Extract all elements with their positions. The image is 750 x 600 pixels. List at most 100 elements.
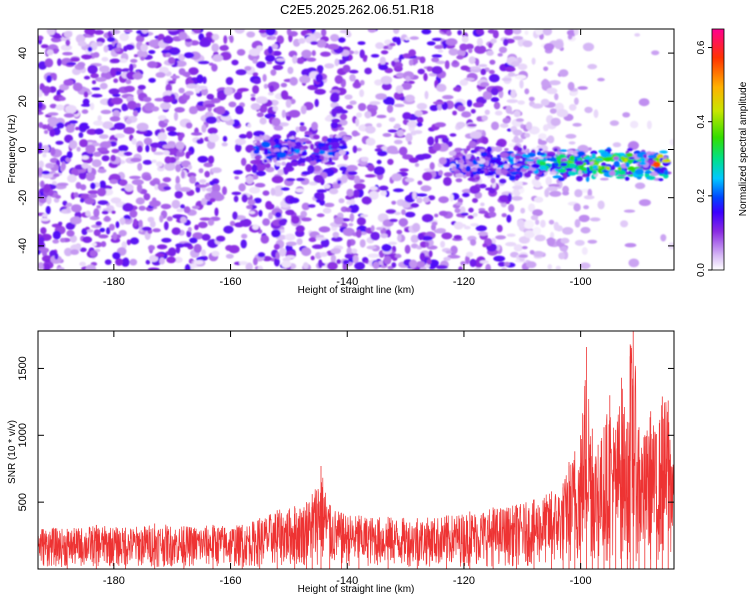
heatmap-signal-blob	[269, 141, 276, 147]
heatmap-signal-blob	[338, 149, 346, 156]
heatmap-noise-blob	[252, 58, 258, 64]
heatmap-noise-blob	[270, 69, 277, 76]
heatmap-noise-blob	[554, 93, 559, 101]
heatmap-signal-blob	[613, 156, 620, 161]
heatmap-signal-blob	[640, 157, 646, 163]
heatmap-noise-blob	[160, 203, 172, 210]
heatmap-noise-blob	[59, 237, 66, 243]
heatmap-noise-blob	[292, 55, 298, 64]
heatmap-noise-blob	[306, 57, 317, 62]
heatmap-signal-blob	[568, 171, 577, 176]
heatmap-noise-blob	[109, 58, 121, 64]
heatmap-signal-blob	[455, 169, 460, 173]
heatmap-noise-blob	[342, 64, 351, 73]
heatmap-noise-blob	[481, 115, 488, 121]
heatmap-noise-blob	[558, 69, 569, 77]
heatmap-signal-blob	[287, 140, 292, 145]
heatmap-signal-blob	[644, 170, 653, 174]
heatmap-noise-blob	[38, 111, 44, 115]
heatmap-noise-blob	[299, 75, 311, 84]
heatmap-signal-blob	[592, 165, 598, 170]
heatmap-noise-blob	[69, 140, 78, 150]
heatmap-signal-blob	[265, 163, 271, 169]
heatmap-noise-blob	[463, 225, 471, 230]
heatmap-noise-blob	[389, 218, 398, 223]
heatmap-noise-blob	[541, 79, 550, 88]
heatmap-noise-blob	[409, 36, 419, 40]
heatmap-noise-blob	[256, 61, 266, 69]
heatmap-noise-blob	[42, 250, 48, 257]
heatmap-noise-blob	[510, 89, 517, 99]
heatmap-signal-blob	[647, 154, 656, 159]
heatmap-noise-blob	[490, 97, 500, 103]
heatmap-noise-blob	[49, 119, 58, 127]
heatmap-noise-blob	[394, 211, 402, 216]
heatmap-noise-blob	[369, 101, 381, 106]
heatmap-noise-blob	[379, 56, 386, 65]
snr-x-tick-label: -180	[103, 575, 125, 587]
heatmap-noise-blob	[258, 209, 263, 217]
heatmap-noise-blob	[215, 235, 226, 242]
heatmap-noise-blob	[114, 133, 125, 139]
heatmap-noise-blob	[319, 192, 325, 202]
heatmap-noise-blob	[238, 261, 248, 266]
heatmap-noise-blob	[224, 86, 233, 96]
heatmap-noise-blob	[87, 190, 99, 195]
heatmap-signal-blob	[323, 156, 328, 161]
heatmap-noise-blob	[78, 132, 84, 138]
heatmap-signal-blob	[510, 153, 515, 158]
heatmap-noise-blob	[394, 123, 401, 129]
heatmap-signal-blob	[558, 149, 568, 152]
heatmap-noise-blob	[77, 41, 87, 47]
heatmap-noise-blob	[393, 29, 400, 34]
heatmap-noise-blob	[201, 124, 207, 133]
heatmap-noise-blob	[155, 161, 163, 167]
heatmap-signal-blob	[506, 174, 512, 177]
heatmap-noise-blob	[109, 179, 119, 185]
heatmap-noise-blob	[50, 147, 56, 156]
heatmap-signal-blob	[309, 159, 317, 166]
heatmap-noise-blob	[506, 99, 519, 104]
heatmap-noise-blob	[245, 262, 253, 270]
heatmap-noise-blob	[43, 183, 51, 193]
heatmap-noise-blob	[398, 218, 409, 227]
heatmap-signal-blob	[580, 167, 588, 171]
heatmap-noise-blob	[304, 131, 313, 136]
heatmap-noise-blob	[409, 259, 418, 269]
heatmap-noise-blob	[205, 116, 217, 124]
heatmap-noise-blob	[238, 134, 247, 139]
heatmap-noise-blob	[311, 50, 316, 57]
heatmap-signal-blob	[486, 146, 492, 153]
heatmap-noise-blob	[381, 82, 392, 91]
heatmap-noise-blob	[223, 35, 228, 44]
heatmap-noise-blob	[136, 145, 143, 153]
heatmap-noise-blob	[136, 122, 149, 132]
heatmap-noise-blob	[416, 193, 428, 197]
heatmap-noise-blob	[521, 246, 528, 250]
heatmap-noise-blob	[535, 219, 540, 225]
heatmap-noise-blob	[62, 51, 73, 56]
heatmap-noise-blob	[137, 162, 143, 171]
heatmap-noise-blob	[319, 199, 326, 206]
heatmap-noise-blob	[241, 194, 248, 203]
heatmap-noise-blob	[445, 250, 452, 254]
heatmap-signal-blob	[300, 162, 306, 167]
heatmap-noise-blob	[274, 257, 280, 267]
heatmap-signal-blob	[503, 164, 510, 169]
heatmap-signal-blob	[589, 160, 594, 165]
heatmap-noise-blob	[85, 264, 97, 270]
heatmap-noise-blob	[73, 192, 79, 198]
heatmap-noise-blob	[279, 229, 285, 234]
heatmap-noise-blob	[66, 230, 75, 237]
heatmap-signal-blob	[475, 176, 480, 180]
heatmap-noise-blob	[396, 129, 404, 137]
heatmap-noise-blob	[53, 34, 62, 39]
heatmap-noise-blob	[143, 174, 152, 181]
heatmap-noise-blob	[164, 162, 176, 171]
heatmap-noise-blob	[149, 220, 156, 228]
heatmap-signal-blob	[302, 145, 309, 150]
heatmap-noise-blob	[587, 63, 598, 70]
heatmap-noise-blob	[240, 239, 247, 249]
heatmap-noise-blob	[593, 109, 599, 119]
heatmap-noise-blob	[337, 179, 342, 185]
